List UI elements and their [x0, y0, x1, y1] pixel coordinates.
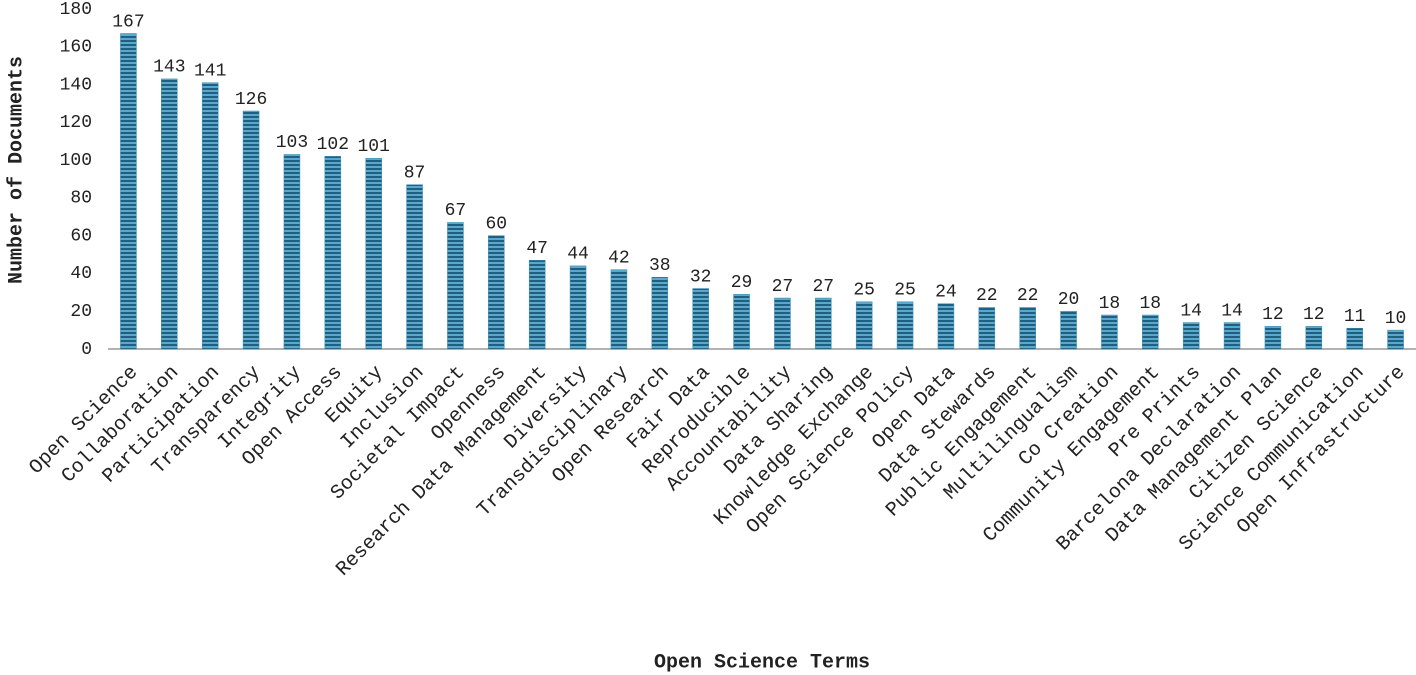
data-label: 87 — [404, 163, 426, 183]
bar — [978, 307, 996, 350]
bar — [201, 82, 219, 350]
bar — [855, 301, 873, 350]
data-label: 102 — [317, 135, 349, 155]
data-label: 38 — [649, 256, 671, 276]
bar — [1264, 326, 1282, 350]
data-label: 25 — [894, 281, 916, 301]
bar — [1223, 322, 1241, 350]
y-tick-label: 100 — [60, 151, 92, 171]
bar — [569, 265, 587, 350]
bar — [651, 276, 669, 350]
y-tick-label: 60 — [70, 226, 92, 246]
y-axis-title: Number of Documents — [5, 56, 28, 284]
data-label: 12 — [1303, 305, 1325, 325]
bar — [1060, 310, 1077, 350]
y-tick-label: 180 — [60, 0, 92, 20]
bar — [324, 156, 342, 350]
bar — [488, 235, 505, 350]
y-tick-label: 0 — [81, 340, 92, 360]
y-tick-label: 80 — [70, 189, 92, 209]
data-label: 47 — [526, 239, 548, 259]
bar — [120, 33, 137, 350]
data-label: 22 — [976, 286, 998, 306]
x-axis-title: Open Science Terms — [654, 651, 870, 674]
data-label: 103 — [276, 133, 308, 153]
data-label: 18 — [1099, 294, 1121, 314]
data-label: 126 — [235, 90, 267, 110]
y-tick-label: 140 — [60, 75, 92, 95]
data-label: 27 — [813, 277, 835, 297]
data-label: 167 — [112, 12, 144, 32]
bar — [896, 301, 914, 350]
data-label: 25 — [853, 281, 875, 301]
bar — [365, 157, 382, 350]
data-label: 42 — [608, 248, 630, 268]
bar — [815, 297, 832, 350]
y-tick-label: 120 — [60, 113, 92, 133]
data-label: 32 — [690, 267, 712, 287]
data-label: 12 — [1262, 305, 1284, 325]
bar — [1305, 326, 1323, 350]
data-label: 11 — [1344, 307, 1366, 327]
bar — [1019, 307, 1036, 350]
data-label: 29 — [731, 273, 753, 293]
data-label: 14 — [1180, 301, 1202, 321]
bar — [774, 297, 791, 350]
y-tick-label: 160 — [60, 38, 92, 58]
data-label: 67 — [445, 201, 467, 221]
bar — [1387, 329, 1404, 350]
y-tick-label: 20 — [70, 302, 92, 322]
bar — [242, 110, 260, 350]
y-tick-label: 40 — [70, 264, 92, 284]
bar — [1101, 314, 1118, 350]
data-label: 18 — [1140, 294, 1162, 314]
bar — [733, 293, 750, 350]
bar — [406, 184, 423, 350]
data-label: 10 — [1385, 309, 1407, 329]
bar — [283, 154, 301, 350]
data-label: 22 — [1017, 286, 1039, 306]
bar — [692, 288, 709, 350]
bar — [1182, 322, 1200, 350]
data-label: 27 — [772, 277, 794, 297]
data-label: 101 — [357, 137, 389, 157]
data-label: 60 — [486, 214, 508, 234]
data-label: 141 — [194, 61, 226, 81]
bar — [1346, 327, 1363, 350]
bar — [528, 259, 546, 350]
data-label: 14 — [1221, 301, 1243, 321]
bar — [447, 222, 464, 350]
bar — [161, 78, 178, 350]
data-label: 44 — [567, 245, 589, 265]
data-label: 143 — [153, 58, 185, 78]
data-label: 24 — [935, 282, 957, 302]
data-label: 20 — [1058, 290, 1080, 310]
bar — [1142, 314, 1159, 350]
bar — [937, 303, 955, 350]
bar — [610, 269, 628, 350]
